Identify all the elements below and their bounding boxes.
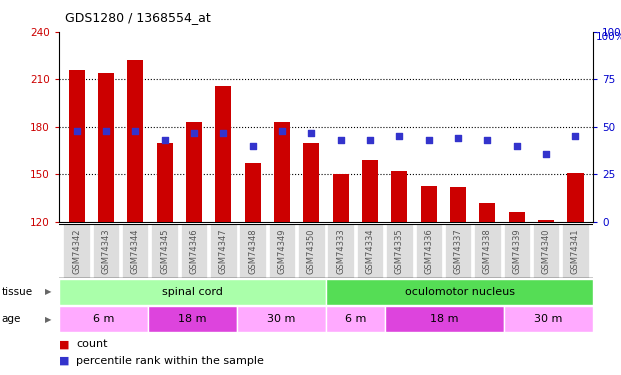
Point: [306, 130, 316, 136]
Point: [336, 137, 346, 143]
Text: 100%: 100%: [596, 32, 621, 42]
FancyBboxPatch shape: [93, 224, 119, 278]
Text: GSM74347: GSM74347: [219, 228, 228, 274]
Point: [365, 137, 375, 143]
Text: GSM74342: GSM74342: [72, 228, 81, 274]
Bar: [156, 143, 173, 222]
FancyBboxPatch shape: [59, 279, 326, 304]
Text: GSM74335: GSM74335: [395, 228, 404, 274]
Point: [277, 128, 287, 134]
FancyBboxPatch shape: [326, 306, 386, 332]
Point: [219, 130, 229, 136]
Point: [160, 137, 170, 143]
FancyBboxPatch shape: [269, 224, 295, 278]
Point: [248, 143, 258, 149]
FancyBboxPatch shape: [533, 224, 560, 278]
Bar: [274, 122, 290, 222]
Bar: [420, 186, 437, 222]
FancyBboxPatch shape: [148, 306, 237, 332]
Bar: [127, 60, 143, 222]
Bar: [333, 174, 349, 222]
Text: count: count: [76, 339, 108, 349]
FancyBboxPatch shape: [386, 306, 504, 332]
Text: 6 m: 6 m: [93, 314, 114, 324]
Text: ▶: ▶: [45, 287, 51, 296]
Bar: [391, 171, 407, 222]
Text: oculomotor nucleus: oculomotor nucleus: [404, 287, 515, 297]
Text: 30 m: 30 m: [534, 314, 563, 324]
Point: [453, 135, 463, 141]
Point: [394, 134, 404, 140]
Text: ■: ■: [59, 356, 70, 366]
Text: GSM74339: GSM74339: [512, 228, 521, 274]
Text: GSM74344: GSM74344: [131, 228, 140, 274]
FancyBboxPatch shape: [415, 224, 442, 278]
Text: spinal cord: spinal cord: [162, 287, 223, 297]
Text: tissue: tissue: [1, 287, 32, 297]
Text: 18 m: 18 m: [430, 314, 459, 324]
Text: 30 m: 30 m: [267, 314, 296, 324]
Text: GSM74336: GSM74336: [424, 228, 433, 274]
Point: [130, 128, 140, 134]
Text: GSM74343: GSM74343: [101, 228, 111, 274]
Point: [541, 150, 551, 156]
Text: GSM74340: GSM74340: [542, 228, 551, 274]
Text: 18 m: 18 m: [178, 314, 207, 324]
Point: [101, 128, 111, 134]
FancyBboxPatch shape: [474, 224, 501, 278]
Text: GSM74346: GSM74346: [189, 228, 199, 274]
FancyBboxPatch shape: [152, 224, 178, 278]
Bar: [568, 173, 584, 222]
FancyBboxPatch shape: [326, 279, 593, 304]
Bar: [450, 187, 466, 222]
Point: [512, 143, 522, 149]
FancyBboxPatch shape: [210, 224, 237, 278]
FancyBboxPatch shape: [327, 224, 354, 278]
Text: GSM74349: GSM74349: [278, 228, 286, 274]
Bar: [186, 122, 202, 222]
Text: GSM74345: GSM74345: [160, 228, 169, 274]
Point: [71, 128, 81, 134]
FancyBboxPatch shape: [63, 224, 90, 278]
Text: GSM74348: GSM74348: [248, 228, 257, 274]
Point: [189, 130, 199, 136]
Point: [424, 137, 433, 143]
Text: GSM74350: GSM74350: [307, 228, 316, 274]
Text: 6 m: 6 m: [345, 314, 366, 324]
Bar: [509, 213, 525, 222]
Bar: [303, 143, 319, 222]
Bar: [68, 70, 84, 222]
Point: [483, 137, 492, 143]
Text: GSM74341: GSM74341: [571, 228, 580, 274]
FancyBboxPatch shape: [562, 224, 589, 278]
FancyBboxPatch shape: [504, 224, 530, 278]
FancyBboxPatch shape: [59, 306, 148, 332]
FancyBboxPatch shape: [122, 224, 148, 278]
Bar: [98, 73, 114, 222]
Text: GSM74338: GSM74338: [483, 228, 492, 274]
Bar: [538, 220, 554, 222]
Text: GDS1280 / 1368554_at: GDS1280 / 1368554_at: [65, 11, 211, 24]
Text: GSM74334: GSM74334: [366, 228, 374, 274]
Bar: [245, 164, 261, 222]
Point: [571, 134, 581, 140]
FancyBboxPatch shape: [181, 224, 207, 278]
Bar: [215, 86, 232, 222]
Text: GSM74333: GSM74333: [336, 228, 345, 274]
Text: GSM74337: GSM74337: [453, 228, 463, 274]
FancyBboxPatch shape: [237, 306, 326, 332]
FancyBboxPatch shape: [445, 224, 471, 278]
Text: ■: ■: [59, 339, 70, 349]
Bar: [479, 203, 496, 222]
Text: percentile rank within the sample: percentile rank within the sample: [76, 356, 265, 366]
Text: age: age: [1, 314, 20, 324]
FancyBboxPatch shape: [357, 224, 383, 278]
FancyBboxPatch shape: [298, 224, 325, 278]
Text: ▶: ▶: [45, 315, 51, 324]
Bar: [362, 160, 378, 222]
FancyBboxPatch shape: [240, 224, 266, 278]
FancyBboxPatch shape: [386, 224, 412, 278]
FancyBboxPatch shape: [504, 306, 593, 332]
